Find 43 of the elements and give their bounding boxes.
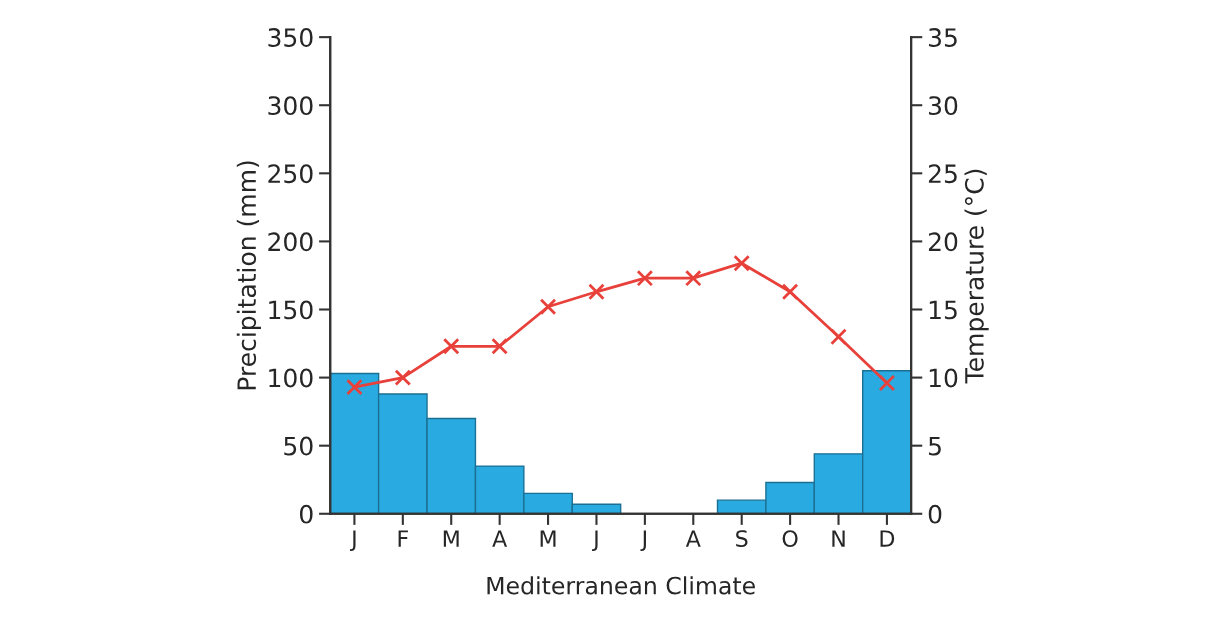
y-tick-label: 250 <box>268 164 313 184</box>
y2-tick-label: 15 <box>929 300 957 320</box>
x-tick-label: J <box>349 530 356 552</box>
point <box>588 283 605 301</box>
point <box>394 369 412 386</box>
point <box>636 269 654 287</box>
x-tick-label: M <box>443 530 459 547</box>
x-tick-label: A <box>685 530 701 547</box>
x-tick-label: A <box>492 530 508 547</box>
point <box>491 337 508 355</box>
point <box>442 337 460 355</box>
point <box>346 378 363 396</box>
point <box>684 269 702 287</box>
point <box>878 374 896 392</box>
y-tick-label: 0 <box>299 504 313 524</box>
x-tick-label: S <box>736 530 748 547</box>
y-tick-label: 100 <box>269 368 313 388</box>
y2-tick-label: 5 <box>929 436 941 456</box>
x-tick-label: J <box>640 530 646 552</box>
x-tick-label: M <box>540 530 556 547</box>
point <box>830 328 847 346</box>
point <box>733 254 751 272</box>
y-tick-label: 200 <box>268 232 313 252</box>
y-tick-label: 300 <box>268 96 313 116</box>
point <box>781 283 799 301</box>
x-tick-label: J <box>592 530 598 552</box>
x-tick-label: O <box>782 530 798 547</box>
y2-tick-label: 30 <box>929 96 958 116</box>
point <box>539 298 557 316</box>
y2-tick-label: 35 <box>929 28 957 47</box>
y-tick-label: 50 <box>284 436 313 456</box>
y2-axis-title: Temperature (°C) <box>964 169 989 384</box>
y-tick-label: 150 <box>269 300 313 320</box>
x-tick-label: F <box>398 530 408 547</box>
y-tick-label: 350 <box>268 28 313 47</box>
y2-tick-label: 25 <box>928 164 957 184</box>
y2-tick-label: 0 <box>928 504 942 524</box>
y2-tick-label: 20 <box>928 232 958 252</box>
x-tick-label: N <box>832 530 845 547</box>
y-axis-title: Precipitation (mm) <box>236 161 261 390</box>
y2-tick-label: 10 <box>929 368 958 388</box>
x-axis-title: Mediterranean Climate <box>487 576 755 595</box>
x-tick-label: D <box>880 530 895 547</box>
